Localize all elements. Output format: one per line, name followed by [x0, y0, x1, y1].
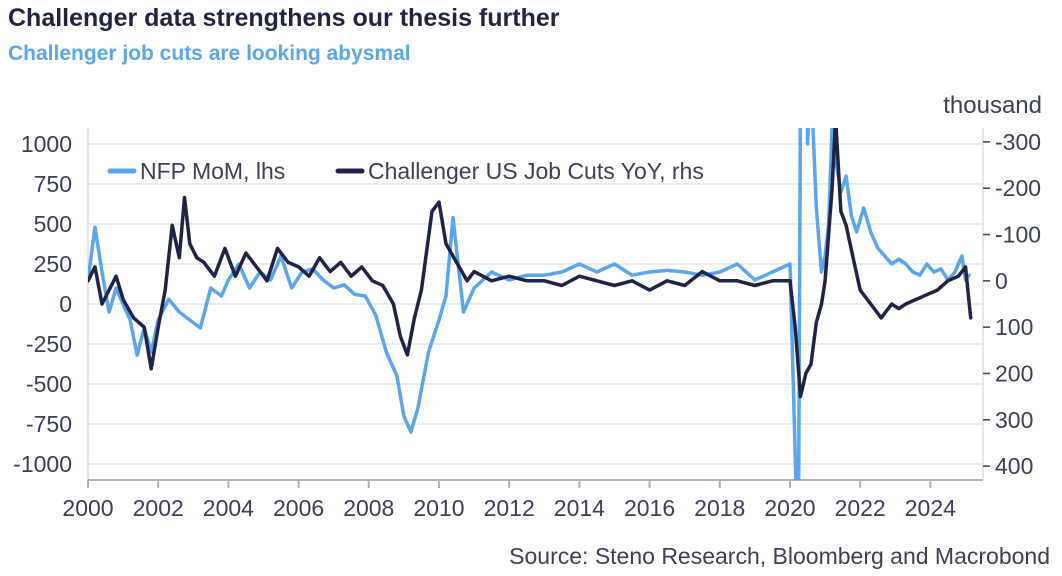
right-tick-label: 100	[995, 314, 1033, 340]
x-tick-label: 2010	[413, 495, 464, 521]
x-tick-label: 2016	[624, 495, 675, 521]
right-tick-label: -300	[995, 129, 1041, 155]
right-tick-label: 200	[995, 360, 1033, 386]
chart-subtitle: Challenger job cuts are looking abysmal	[8, 42, 411, 65]
nfp-series-line	[88, 128, 971, 480]
left-tick-label: 0	[59, 291, 72, 317]
left-axis-ticks: 1000 750 500 250 0 -250 -500 -750 -1000	[13, 131, 72, 477]
left-tick-label: 250	[34, 251, 72, 277]
source-note: Source: Steno Research, Bloomberg and Ma…	[509, 543, 1050, 569]
right-axis-ticks: -300 -200 -100 0 100 200 300 400	[983, 129, 1041, 479]
left-tick-label: -1000	[13, 451, 72, 477]
x-tick-label: 2022	[835, 495, 886, 521]
left-tick-label: -750	[26, 411, 72, 437]
left-tick-label: -500	[26, 371, 72, 397]
x-tick-label: 2000	[62, 495, 113, 521]
x-tick-label: 2014	[554, 495, 605, 521]
right-tick-label: 300	[995, 407, 1033, 433]
x-tick-label: 2006	[273, 495, 324, 521]
x-tick-label: 2004	[203, 495, 254, 521]
left-tick-label: -250	[26, 331, 72, 357]
right-tick-label: -100	[995, 222, 1041, 248]
series-lines	[88, 128, 973, 480]
left-tick-label: 1000	[21, 131, 72, 157]
legend: NFP MoM, lhs Challenger US Job Cuts YoY, …	[107, 158, 704, 184]
left-tick-label: 500	[34, 211, 72, 237]
right-axis-unit-label: thousand	[943, 92, 1042, 119]
right-tick-label: -200	[995, 175, 1041, 201]
left-tick-label: 750	[34, 171, 72, 197]
legend-entry-label: Challenger US Job Cuts YoY, rhs	[368, 158, 704, 184]
x-axis-ticks: 2000 2002 2004 2006 2008 2010 2012 2014 2016 2018…	[62, 480, 956, 521]
x-tick-label: 2024	[905, 495, 956, 521]
right-tick-label: 400	[995, 453, 1033, 479]
x-tick-label: 2012	[484, 495, 535, 521]
chart-title: Challenger data strengthens our thesis f…	[8, 4, 560, 32]
right-tick-label: 0	[995, 268, 1008, 294]
x-tick-label: 2002	[133, 495, 184, 521]
challenger-series-line	[88, 128, 973, 399]
legend-entry-label: NFP MoM, lhs	[140, 158, 285, 184]
x-tick-label: 2020	[764, 495, 815, 521]
x-tick-label: 2008	[343, 495, 394, 521]
x-tick-label: 2018	[694, 495, 745, 521]
